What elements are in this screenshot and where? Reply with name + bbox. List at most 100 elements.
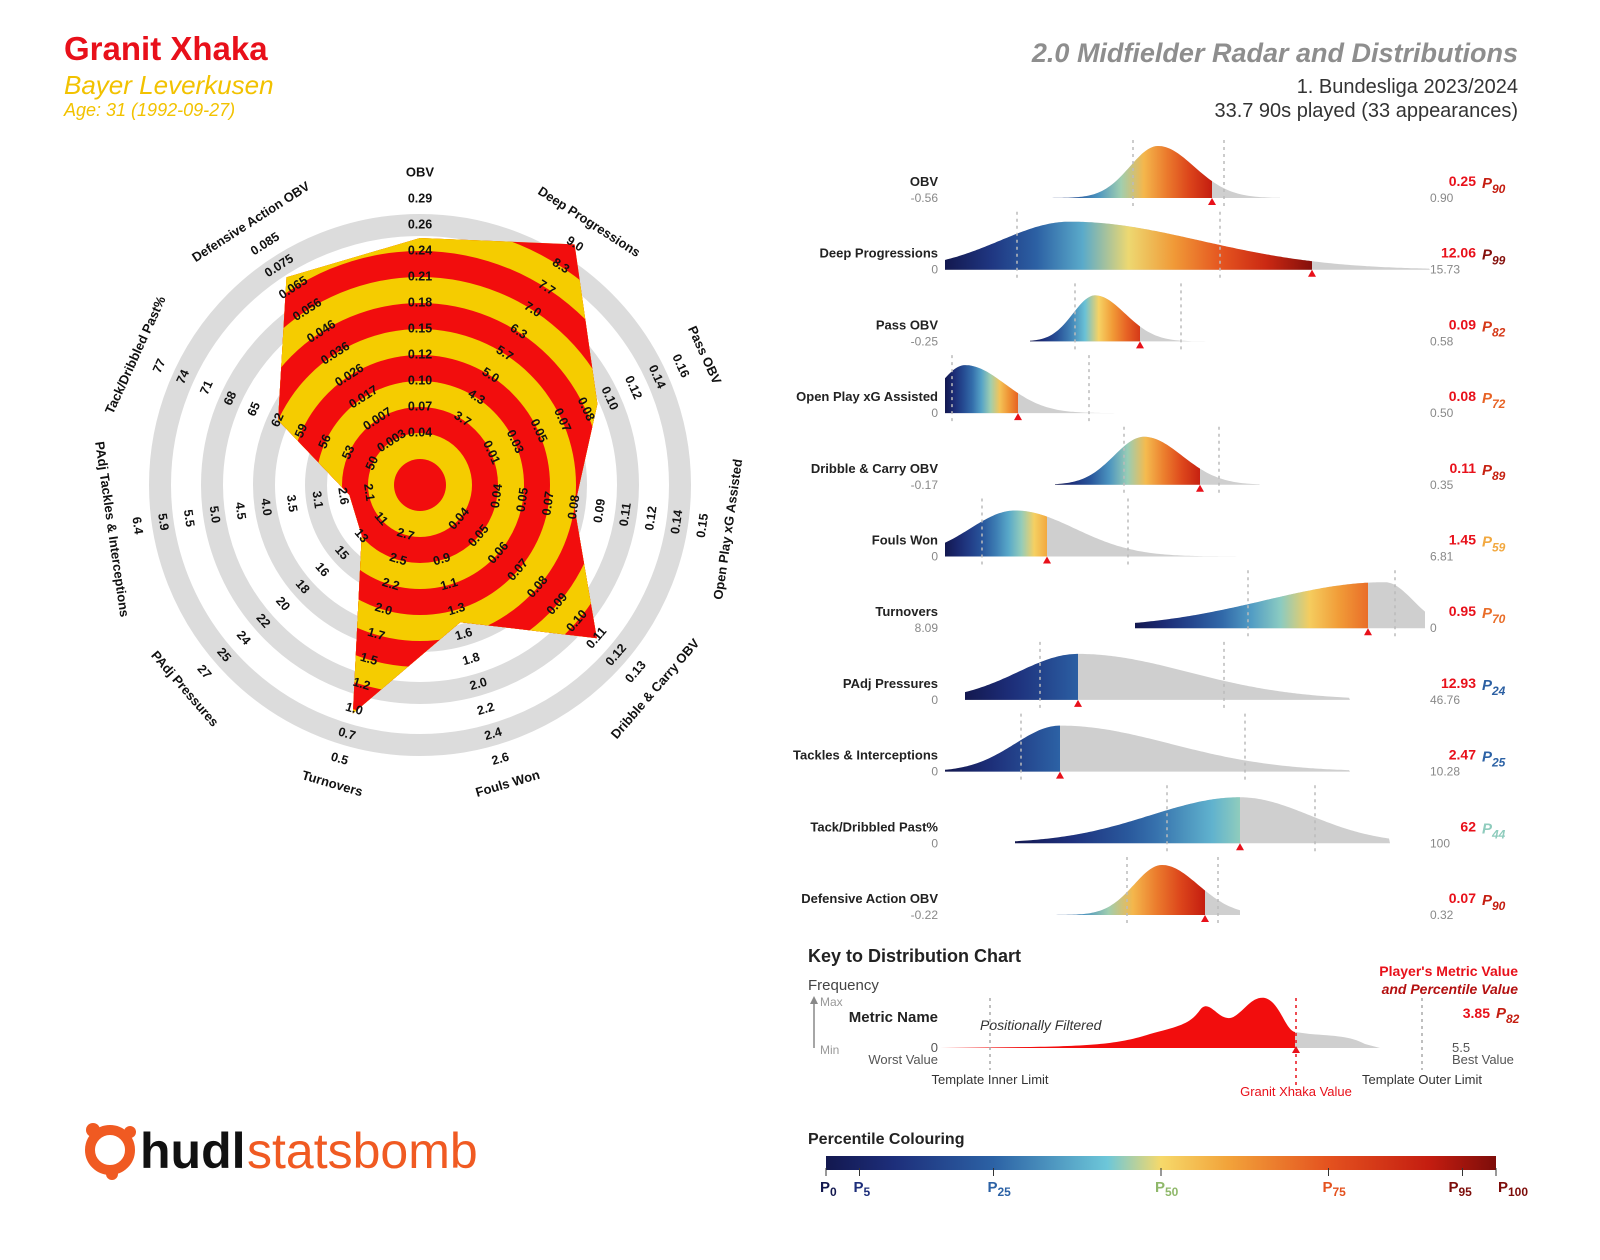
distribution-percentile: 59 <box>1492 541 1506 555</box>
distribution-player-value: 0.09 <box>1449 316 1476 332</box>
key-worst-value: Worst Value <box>868 1052 938 1067</box>
radar-tick-label: 0.15 <box>694 513 711 539</box>
distribution-min-value: -0.25 <box>911 334 939 348</box>
radar-tick-label: 0.12 <box>622 374 645 402</box>
distribution-percentile: 89 <box>1492 469 1506 483</box>
distribution-percentile: 90 <box>1492 899 1506 913</box>
distribution-max-value: 46.76 <box>1430 693 1460 707</box>
radar-tick-label: 56 <box>316 432 335 451</box>
distribution-filled <box>1055 436 1200 485</box>
distribution-percentile-p: P <box>1482 534 1493 551</box>
radar-axis-label: Open Play xG Assisted <box>710 458 745 601</box>
percentile-tick-p: P <box>988 1179 998 1196</box>
distribution-player-marker <box>1074 699 1082 707</box>
report-title: 2.0 Midfielder Radar and Distributions <box>1031 38 1518 68</box>
radar-tick-label: 0.07 <box>408 399 432 413</box>
distribution-player-value: 0.08 <box>1449 388 1476 404</box>
radar-chart: 0.04 0.07 0.10 0.12 0.15 0.18 0.21 0.24 0.26 0.29… <box>92 164 745 800</box>
brand-statsbomb: statsbomb <box>247 1123 478 1179</box>
radar-tick-label: 53 <box>339 443 358 462</box>
percentile-ticks: P 0 P 5 P 25 P 50 P 75 P 95 P 100 <box>820 1168 1528 1199</box>
distribution-player-value: 0.95 <box>1449 603 1476 619</box>
distribution-percentile-p: P <box>1482 749 1493 766</box>
radar-band <box>394 459 446 511</box>
radar-axis-label: Fouls Won <box>474 767 542 800</box>
distribution-player-marker <box>1136 341 1144 349</box>
distribution-percentile: 24 <box>1491 684 1506 698</box>
radar-tick-label: 0.18 <box>408 295 432 309</box>
distribution-max-value: 15.73 <box>1430 263 1460 277</box>
radar-ring <box>149 214 691 756</box>
radar-tick-label: 0.04 <box>488 483 505 509</box>
percentile-gradient-bar <box>826 1156 1496 1170</box>
distribution-percentile-p: P <box>1482 677 1493 694</box>
distribution-player-marker <box>1201 915 1209 922</box>
distribution-player-marker <box>1364 628 1372 636</box>
radar-tick-label: 0.085 <box>248 229 282 258</box>
distribution-player-value: 0.25 <box>1449 173 1476 189</box>
distribution-max-value: 0.32 <box>1430 908 1454 922</box>
distribution-max-value: 6.81 <box>1430 550 1454 564</box>
player-age: Age: 31 (1992-09-27) <box>64 100 236 120</box>
key-positionally-filtered: Positionally Filtered <box>980 1017 1103 1033</box>
percentile-tick-label: 75 <box>1333 1185 1347 1199</box>
radar-tick-label: 0.21 <box>408 269 432 283</box>
radar-tick-label: 62 <box>268 411 287 430</box>
distribution-player-marker <box>1014 413 1022 421</box>
key-percentile-value: and Percentile Value <box>1382 981 1519 997</box>
distribution-row: Tack/Dribbled Past% 0 100 62 P 44 <box>810 785 1506 852</box>
distribution-metric-name: PAdj Tackles & Interceptions <box>790 748 938 763</box>
radar-tick-label: 1.0 <box>344 700 365 718</box>
team-name: Bayer Leverkusen <box>64 70 274 100</box>
distribution-player-value: 0.07 <box>1449 890 1476 906</box>
distribution-row: Defensive Action OBV -0.22 0.32 0.07 P 90 <box>801 857 1506 923</box>
key-outer-limit: Template Outer Limit <box>1362 1072 1482 1087</box>
distribution-max-value: 0.90 <box>1430 191 1454 205</box>
distribution-min-value: 0 <box>931 550 938 564</box>
distribution-metric-name: PAdj Pressures <box>843 676 938 691</box>
distribution-min-value: 0 <box>931 263 938 277</box>
radar-tick-label: 0.07 <box>539 490 556 516</box>
key-grey-area <box>1295 1032 1380 1048</box>
distribution-metric-name: Pass OBV <box>876 317 938 332</box>
key-inner-limit: Template Inner Limit <box>931 1072 1048 1087</box>
radar-axis-label: OBV <box>406 164 435 179</box>
distribution-metric-name: Fouls Won <box>872 533 938 548</box>
radar-tick-label: 0.11 <box>617 502 634 527</box>
radar-tick-label: 2.0 <box>468 675 489 693</box>
distribution-filled <box>945 365 1018 414</box>
distribution-percentile: 82 <box>1492 325 1506 339</box>
radar-tick-label: 68 <box>221 389 240 408</box>
distribution-percentile: 72 <box>1492 397 1506 411</box>
distribution-percentile: 99 <box>1492 254 1506 268</box>
distribution-min-value: -0.22 <box>911 908 939 922</box>
distribution-row: Deep Progressions 0 15.73 12.06 P 99 <box>820 211 1506 278</box>
distribution-row: Dribble & Carry OBV -0.17 0.35 0.11 P 89 <box>811 426 1506 493</box>
radar-tick-label: 2.2 <box>381 575 402 593</box>
distribution-player-marker <box>1208 198 1216 205</box>
radar-axis-label: PAdj Tackles & Interceptions <box>92 440 132 618</box>
key-example-p: P <box>1496 1005 1507 1022</box>
hudl-statsbomb-logo: hudl statsbomb <box>85 1123 478 1180</box>
statsbomb-logo-icon <box>85 1123 136 1180</box>
key-metric-name: Metric Name <box>849 1009 938 1026</box>
radar-tick-label: 27 <box>195 662 215 682</box>
radar-tick-label: 0.26 <box>408 217 432 231</box>
percentile-tick-p: P <box>854 1179 864 1196</box>
radar-tick-label: 0.09 <box>591 498 608 524</box>
radar-tick-label: 2.5 <box>388 550 409 568</box>
radar-tick-label: 1.2 <box>351 675 372 693</box>
distribution-percentile-p: P <box>1482 247 1493 264</box>
distribution-metric-name: Defensive Action OBV <box>801 891 938 906</box>
distribution-percentile-p: P <box>1482 175 1493 192</box>
distribution-percentile: 44 <box>1491 827 1506 841</box>
distribution-min-value: 0 <box>931 836 938 850</box>
distribution-row: Turnovers 8.09 0 0.95 P 70 <box>875 570 1506 637</box>
distribution-filled <box>965 653 1078 700</box>
distribution-percentile-p: P <box>1482 318 1493 335</box>
radar-tick-label: 1.3 <box>446 600 467 618</box>
distribution-metric-name: Deep Progressions <box>820 246 939 261</box>
distribution-metric-name: OBV <box>910 174 939 189</box>
percentile-tick-label: 95 <box>1459 1185 1473 1199</box>
distribution-min-value: 0 <box>931 406 938 420</box>
